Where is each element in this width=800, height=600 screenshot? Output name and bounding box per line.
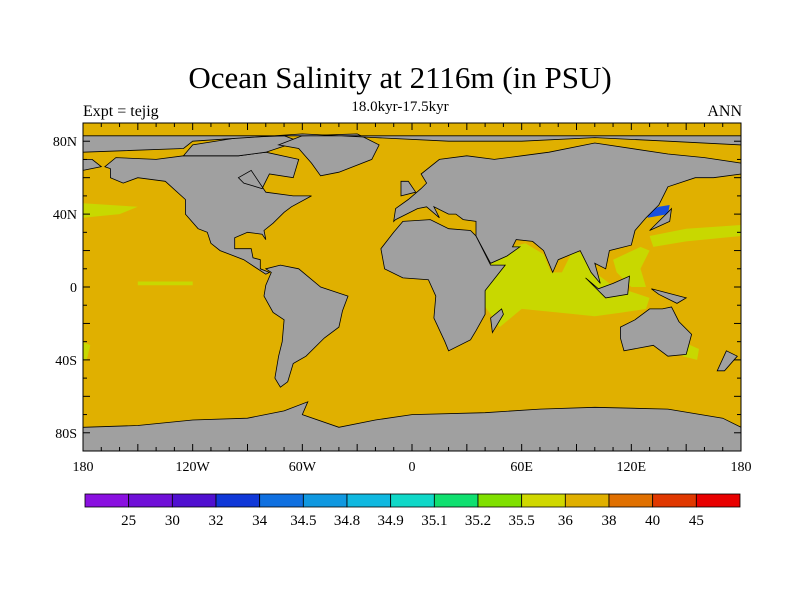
colorbar-label: 36 bbox=[558, 513, 574, 529]
lat-tick-label: 80S bbox=[55, 427, 77, 442]
experiment-label: Expt = tejig bbox=[83, 103, 159, 120]
fresher-south-pacific bbox=[83, 341, 91, 360]
colorbar-box bbox=[128, 493, 173, 508]
land-eurasia bbox=[393, 142, 742, 284]
land-new-guinea bbox=[651, 288, 688, 304]
land-south-america bbox=[263, 264, 349, 388]
land-borneo-sumatra bbox=[585, 275, 630, 299]
colorbar-label: 35.5 bbox=[509, 513, 535, 529]
colorbar-label: 34 bbox=[252, 513, 268, 529]
fresher-west-pacific bbox=[649, 225, 741, 247]
colorbar-box bbox=[564, 493, 610, 508]
land-japan bbox=[649, 207, 673, 231]
colorbar-box bbox=[608, 493, 654, 508]
colorbar-label: 32 bbox=[209, 513, 224, 529]
plot-subtitle: 18.0kyr-17.5kyr bbox=[351, 99, 449, 115]
lat-tick-label: 80N bbox=[53, 135, 77, 150]
lat-tick-label: 40S bbox=[55, 354, 77, 369]
colorbar-label: 34.5 bbox=[290, 513, 316, 529]
fresher-north-pacific bbox=[83, 203, 138, 218]
lon-tick-label: 60W bbox=[289, 460, 317, 475]
japan-sea-patch bbox=[647, 205, 670, 218]
colorbar-box bbox=[433, 493, 479, 508]
colorbar-box bbox=[259, 493, 304, 508]
land-british-isles bbox=[400, 180, 417, 197]
lon-tick-label: 120W bbox=[176, 460, 211, 475]
colorbar-box bbox=[695, 493, 741, 508]
colorbar-label: 34.8 bbox=[334, 513, 360, 529]
colorbar-label: 38 bbox=[602, 513, 617, 529]
lat-tick-label: 40N bbox=[53, 208, 77, 223]
colorbar-label: 30 bbox=[165, 513, 180, 529]
land-greenland bbox=[277, 133, 380, 177]
fresher-south-china-sea bbox=[613, 246, 650, 287]
plot-title: Ocean Salinity at 2116m (in PSU) bbox=[188, 60, 612, 95]
land-new-zealand bbox=[716, 350, 738, 372]
colorbar-box bbox=[302, 493, 348, 508]
colorbar-box bbox=[477, 493, 523, 508]
lon-tick-label: 180 bbox=[73, 460, 94, 475]
land-australia bbox=[620, 306, 693, 357]
colorbar-box bbox=[346, 493, 392, 508]
lon-tick-label: 0 bbox=[409, 460, 416, 475]
colorbar-box bbox=[171, 493, 217, 508]
lon-tick-label: 180 bbox=[731, 460, 752, 475]
land-madagascar bbox=[490, 308, 504, 334]
colorbar-box bbox=[521, 493, 566, 508]
lon-tick-label: 120E bbox=[617, 460, 647, 475]
colorbar-label: 35.2 bbox=[465, 513, 491, 529]
fresher-equatorial-band bbox=[137, 281, 193, 286]
colorbar-box bbox=[652, 493, 697, 508]
colorbar-label: 45 bbox=[689, 513, 704, 529]
colorbar-label: 25 bbox=[121, 513, 136, 529]
land-arctic-archipelago bbox=[182, 135, 300, 157]
season-label: ANN bbox=[707, 103, 742, 120]
colorbar-label: 35.1 bbox=[421, 513, 447, 529]
fresher-indian-ocean bbox=[481, 243, 650, 328]
colorbar-box bbox=[84, 493, 130, 508]
colorbar-label: 34.9 bbox=[378, 513, 404, 529]
lon-tick-label: 60E bbox=[510, 460, 533, 475]
colorbar-label: 40 bbox=[645, 513, 660, 529]
land-north-america bbox=[104, 151, 312, 275]
colorbar-box bbox=[390, 493, 435, 508]
colorbar-box bbox=[215, 493, 261, 508]
lat-tick-label: 0 bbox=[70, 281, 77, 296]
land-africa bbox=[380, 219, 507, 352]
